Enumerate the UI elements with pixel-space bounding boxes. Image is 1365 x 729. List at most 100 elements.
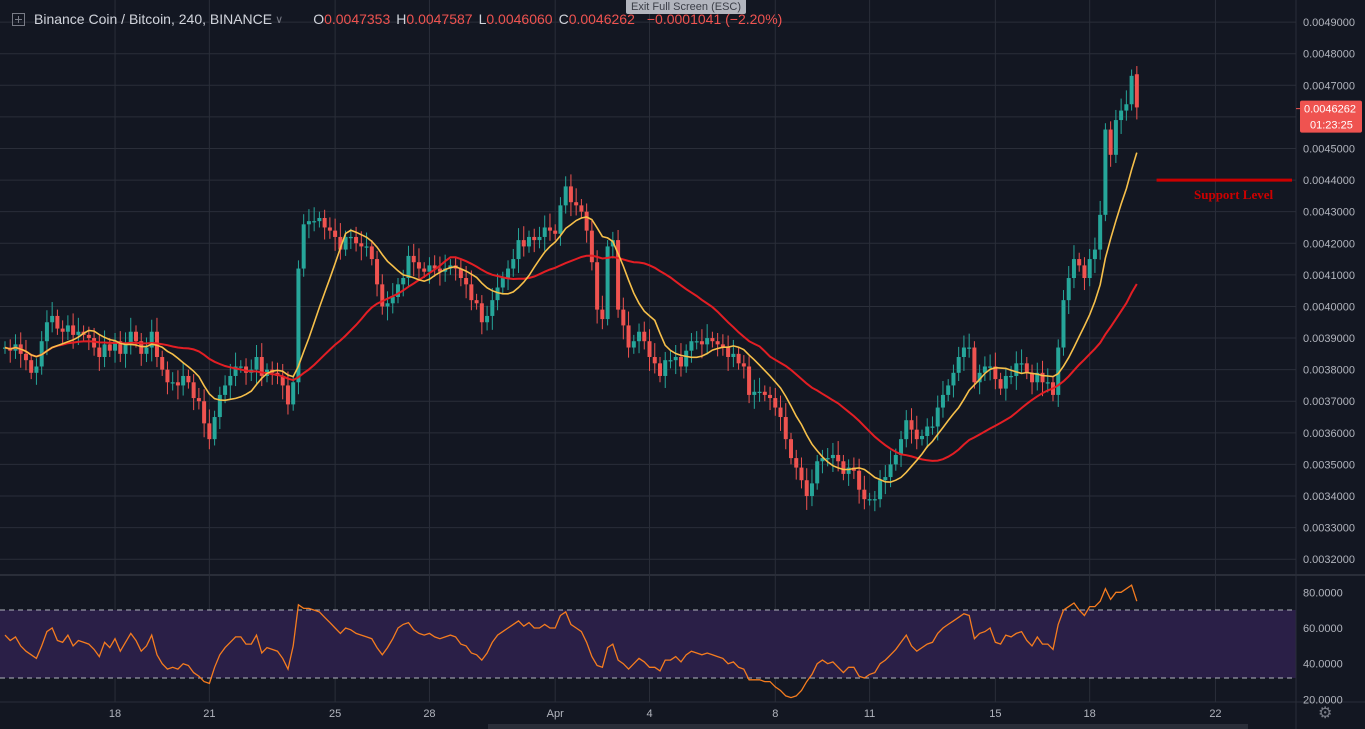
candle-body bbox=[1035, 372, 1040, 383]
candle-body bbox=[1082, 265, 1087, 279]
candle-body bbox=[416, 262, 421, 269]
symbol-title[interactable]: Binance Coin / Bitcoin, 240, BINANCE bbox=[34, 11, 273, 27]
price-tick-label: 0.0036000 bbox=[1303, 428, 1355, 440]
candle-body bbox=[280, 375, 285, 386]
candle-body bbox=[967, 347, 972, 349]
close-value: 0.0046262 bbox=[568, 11, 635, 27]
price-tick-label: 0.0047000 bbox=[1303, 80, 1355, 92]
candle-body bbox=[375, 259, 380, 285]
candle-body bbox=[102, 344, 107, 358]
candle-body bbox=[757, 391, 762, 394]
candle-body bbox=[914, 429, 919, 440]
candle-body bbox=[747, 366, 752, 395]
rsi-axis[interactable]: 20.0000 40.0000 60.0000 80.0000 bbox=[1303, 587, 1343, 706]
candle-body bbox=[1103, 129, 1108, 215]
candle-body bbox=[789, 439, 793, 459]
candle-body bbox=[186, 375, 191, 383]
exit-fullscreen-button[interactable]: Exit Full Screen (ESC) bbox=[626, 0, 747, 14]
candle-body bbox=[107, 344, 112, 351]
candle-body bbox=[715, 341, 720, 345]
time-tick-label: 22 bbox=[1209, 708, 1221, 720]
candle-body bbox=[181, 375, 186, 386]
time-tick-label: 21 bbox=[203, 708, 215, 720]
candle-body bbox=[202, 401, 207, 424]
candle-body bbox=[92, 338, 97, 348]
price-axis[interactable]: 0.0032000 0.0033000 0.0034000 0.0035000 0.00… bbox=[1303, 17, 1355, 566]
candle-body bbox=[684, 350, 689, 367]
candle-body bbox=[1056, 347, 1061, 395]
scroll-bar[interactable] bbox=[488, 724, 1248, 729]
candle-body bbox=[799, 467, 804, 481]
candle-body bbox=[165, 369, 170, 383]
candle-body bbox=[1071, 259, 1076, 279]
candle-body bbox=[490, 300, 495, 316]
candle-body bbox=[930, 426, 935, 428]
rsi-line bbox=[4, 584, 1138, 699]
candle-body bbox=[238, 366, 243, 368]
candle-body bbox=[699, 341, 704, 345]
candle-body bbox=[244, 366, 249, 373]
candle-body bbox=[547, 227, 552, 231]
moving-average-slow bbox=[4, 254, 1138, 462]
candle-body bbox=[437, 268, 442, 272]
candle-body bbox=[422, 268, 427, 272]
candle-body bbox=[1124, 104, 1129, 111]
candle-body bbox=[1134, 74, 1139, 108]
candle-body bbox=[333, 230, 338, 237]
candle-body bbox=[212, 417, 217, 440]
candle-body bbox=[217, 394, 222, 418]
candle-body bbox=[511, 259, 516, 269]
candle-body bbox=[495, 287, 500, 301]
candle-body bbox=[139, 341, 144, 354]
candle-body bbox=[516, 240, 521, 260]
candle-body bbox=[809, 483, 814, 497]
candle-body bbox=[904, 420, 909, 440]
gear-icon[interactable]: ⚙ bbox=[1318, 705, 1333, 722]
candle-body bbox=[500, 278, 505, 288]
candle-body bbox=[123, 344, 128, 354]
candle-body bbox=[479, 303, 484, 323]
candle-body bbox=[595, 262, 600, 310]
candle-body bbox=[862, 489, 867, 500]
candle-body bbox=[993, 366, 998, 380]
candle-body bbox=[118, 341, 123, 354]
support-level: Support Level bbox=[1156, 178, 1292, 202]
ohlc-low: L0.0046060 bbox=[479, 11, 553, 27]
candle-body bbox=[427, 265, 432, 272]
rsi-tick-label: 20.0000 bbox=[1303, 694, 1343, 706]
open-label: O bbox=[313, 11, 325, 27]
time-tick-label: 4 bbox=[646, 708, 652, 720]
candle-body bbox=[86, 334, 91, 339]
candle-body bbox=[317, 217, 322, 222]
candle-body bbox=[893, 454, 898, 465]
candle-body bbox=[207, 423, 212, 440]
expand-icon[interactable] bbox=[12, 12, 25, 26]
candle-body bbox=[825, 458, 830, 460]
rsi-band bbox=[0, 610, 1296, 678]
candle-body bbox=[637, 331, 642, 342]
candle-body bbox=[76, 331, 81, 335]
grid-lines bbox=[0, 0, 1296, 702]
chevron-down-icon[interactable]: ∨ bbox=[275, 13, 284, 26]
candle-body bbox=[689, 341, 694, 351]
candle-body bbox=[710, 338, 715, 342]
time-axis[interactable]: 18 21 25 28 Apr 4 8 11 15 18 22 bbox=[109, 708, 1222, 720]
candle-body bbox=[380, 284, 385, 307]
candle-body bbox=[846, 467, 851, 474]
high-value: 0.0047587 bbox=[406, 11, 473, 27]
candle-body bbox=[1061, 300, 1066, 348]
candle-body bbox=[343, 236, 348, 250]
candle-body bbox=[626, 325, 631, 348]
candle-body bbox=[1003, 375, 1008, 389]
candle-body bbox=[149, 331, 154, 348]
time-tick-label: 18 bbox=[109, 708, 121, 720]
price-tick-label: 0.0048000 bbox=[1303, 49, 1355, 61]
candle-body bbox=[1009, 375, 1014, 378]
candle-body bbox=[1024, 363, 1029, 373]
time-tick-label: 11 bbox=[864, 708, 875, 720]
candle-body bbox=[878, 480, 883, 500]
candle-body bbox=[553, 230, 558, 234]
candle-body bbox=[600, 309, 605, 320]
candle-body bbox=[254, 357, 259, 370]
